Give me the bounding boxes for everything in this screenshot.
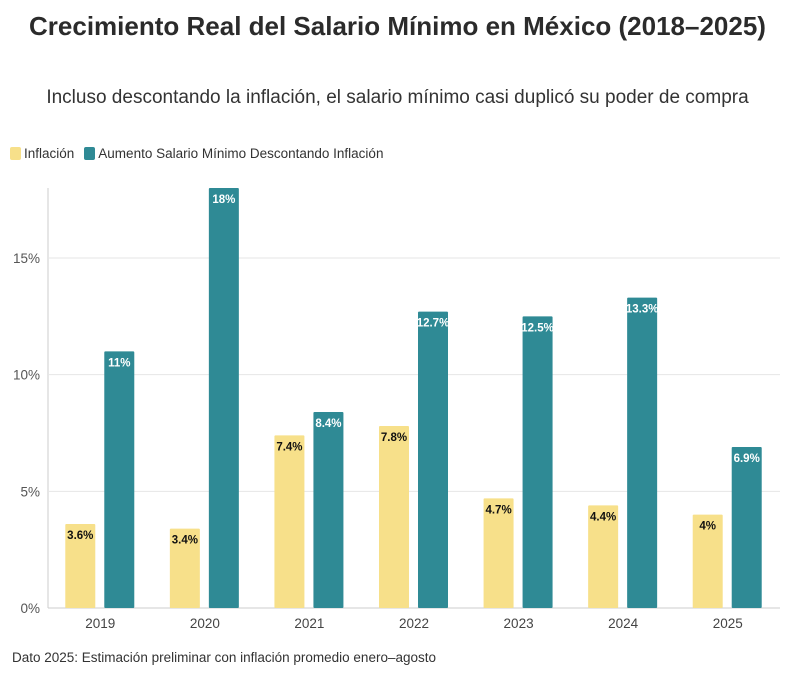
x-tick-label: 2023 bbox=[504, 616, 534, 631]
data-label-inflation: 7.8% bbox=[381, 432, 407, 444]
data-label-inflation: 3.6% bbox=[67, 530, 93, 542]
legend-label-wage: Aumento Salario Mínimo Descontando Infla… bbox=[98, 146, 384, 161]
x-tick-label: 2025 bbox=[713, 616, 743, 631]
data-label-wage: 8.4% bbox=[315, 418, 341, 430]
bar-wage bbox=[522, 316, 553, 608]
bar-wage bbox=[627, 297, 658, 608]
data-label-wage: 12.7% bbox=[417, 318, 450, 330]
data-label-wage: 13.3% bbox=[626, 304, 659, 316]
bar-wage bbox=[731, 447, 762, 608]
x-tick-label: 2021 bbox=[294, 616, 324, 631]
data-label-inflation: 4.4% bbox=[590, 511, 616, 523]
bar-inflation bbox=[588, 505, 619, 608]
data-label-wage: 12.5% bbox=[521, 322, 554, 334]
y-tick-label: 15% bbox=[13, 251, 40, 266]
bar-wage bbox=[313, 412, 344, 608]
bar-wage bbox=[418, 311, 448, 608]
bar-inflation bbox=[65, 524, 96, 608]
x-tick-label: 2019 bbox=[85, 616, 115, 631]
data-label-inflation: 4.7% bbox=[485, 504, 511, 516]
bar-inflation bbox=[169, 528, 200, 608]
legend-swatch-wage bbox=[84, 147, 96, 160]
bar-inflation bbox=[483, 498, 514, 608]
legend-label-inflation: Inflación bbox=[24, 146, 75, 161]
legend-swatch-inflation bbox=[10, 147, 21, 160]
x-tick-label: 2022 bbox=[399, 616, 429, 631]
y-tick-label: 0% bbox=[20, 601, 40, 616]
y-tick-label: 5% bbox=[20, 484, 40, 499]
data-label-inflation: 3.4% bbox=[172, 535, 198, 547]
chart-title: Crecimiento Real del Salario Mínimo en M… bbox=[29, 11, 766, 41]
y-tick-label: 10% bbox=[13, 368, 40, 383]
x-tick-label: 2024 bbox=[608, 616, 639, 631]
legend-item-inflation[interactable]: Inflación bbox=[10, 146, 74, 161]
data-label-inflation: 7.4% bbox=[276, 441, 302, 453]
legend-item-wage[interactable]: Aumento Salario Mínimo Descontando Infla… bbox=[84, 146, 383, 161]
footnote: Dato 2025: Estimación preliminar con inf… bbox=[12, 650, 436, 665]
bar-wage bbox=[208, 188, 239, 608]
chart-subtitle: Incluso descontando la inflación, el sal… bbox=[46, 87, 749, 108]
bar-inflation bbox=[274, 435, 305, 608]
data-label-wage: 11% bbox=[108, 357, 130, 369]
bar-inflation bbox=[692, 514, 723, 608]
data-label-wage: 18% bbox=[212, 194, 235, 206]
x-tick-label: 2020 bbox=[190, 616, 220, 631]
legend: Inflación Aumento Salario Mínimo Descont… bbox=[10, 146, 393, 161]
data-label-inflation: 4% bbox=[699, 521, 716, 533]
bar-inflation bbox=[379, 426, 409, 608]
data-label-wage: 6.9% bbox=[734, 453, 760, 465]
bar-wage bbox=[104, 351, 135, 608]
